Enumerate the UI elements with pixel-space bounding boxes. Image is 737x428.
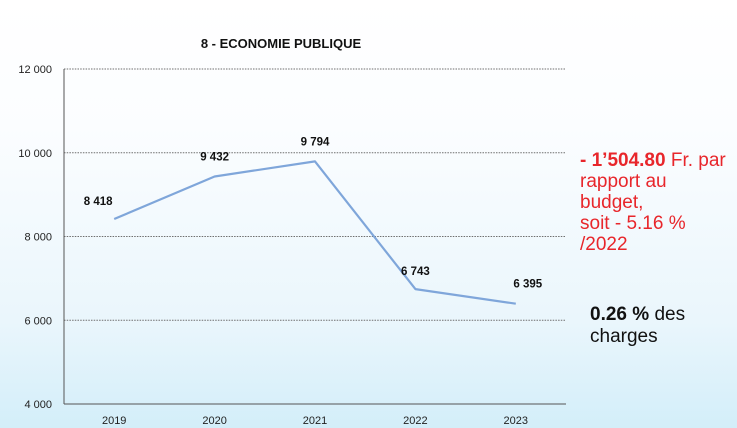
data-label: 9 794 (301, 136, 330, 148)
x-tick-label: 2023 (504, 415, 528, 427)
x-tick-label: 2021 (303, 415, 327, 427)
data-label: 8 418 (84, 196, 113, 208)
variance-value: - 1’504.80 (580, 150, 666, 171)
y-tick-label: 6 000 (24, 315, 52, 327)
series-line (113, 160, 516, 305)
y-tick-label: 4 000 (24, 399, 52, 411)
variance-text: Fr. par rapport au budget, (580, 150, 726, 213)
y-axis-tick-labels: 4 000 6 000 8 000 10 000 12 000 (18, 64, 52, 411)
data-label: 9 432 (200, 152, 229, 164)
series-line-group (113, 160, 516, 305)
chart-title: 8 - ECONOMIE PUBLIQUE (201, 36, 362, 51)
y-tick-label: 10 000 (18, 148, 52, 160)
data-label-group: 8 418 9 432 9 794 6 743 6 395 (84, 136, 543, 290)
charges-share-note: 0.26 % des charges (590, 304, 730, 348)
y-tick-label: 12 000 (18, 64, 52, 76)
x-tick-label: 2019 (102, 415, 126, 427)
x-tick-label: 2022 (403, 415, 427, 427)
share-text: des charges (590, 304, 686, 347)
data-label: 6 743 (401, 266, 430, 278)
y-tick-label: 8 000 (24, 232, 52, 244)
share-value: 0.26 % (590, 304, 650, 325)
x-tick-label: 2020 (202, 415, 226, 427)
budget-variance-note: - 1’504.80 Fr. par rapport au budget, so… (580, 150, 730, 255)
data-label: 6 395 (513, 279, 542, 291)
variance-percent: soit - 5.16 % /2022 (580, 213, 686, 255)
gridlines (63, 68, 566, 405)
x-axis-tick-labels: 2019 2020 2021 2022 2023 (102, 415, 528, 427)
